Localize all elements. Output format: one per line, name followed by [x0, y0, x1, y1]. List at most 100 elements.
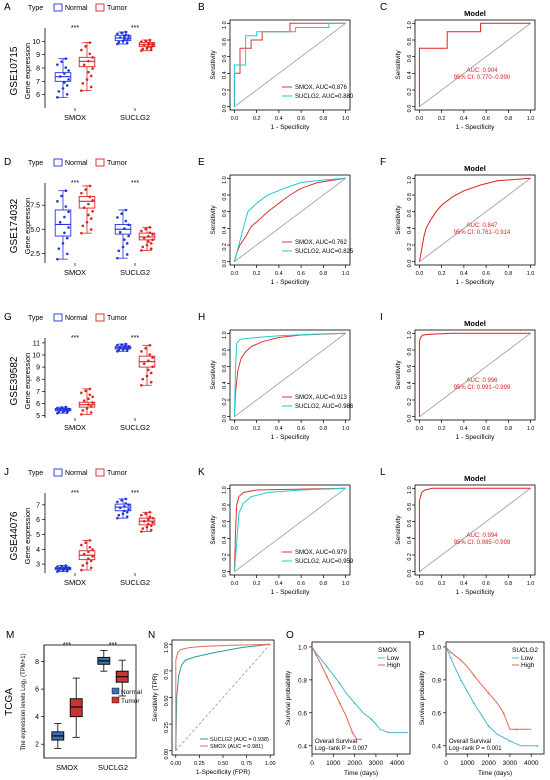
y-tick-label: 7 — [36, 502, 40, 509]
x-tick-label: 0.75 — [241, 761, 252, 767]
jitter-point — [91, 548, 94, 551]
x-tick-label: 0.6 — [482, 271, 490, 277]
x-axis-label: 1 - Specificity — [456, 434, 495, 441]
jitter-point — [82, 206, 86, 209]
panel-frame — [229, 19, 351, 111]
jitter-point — [148, 343, 152, 347]
y-tick-label: 0.25 — [164, 722, 170, 733]
legend-title: SMOX — [378, 647, 398, 654]
jitter-point — [81, 564, 85, 567]
roc-panel-L: 0.00.0 0.2 0.2 0.4 0.4 0.6 0.6 0.8 0.8 1.0 1.0 1 - … — [395, 474, 536, 596]
jitter-point — [123, 347, 126, 350]
y-tick-label: 0.75 — [164, 669, 170, 680]
y-tick-label: 0.4 — [407, 71, 413, 79]
legend-label-tumor: Tumor — [107, 315, 128, 322]
km-panel-P: 0 1000 2000 3000 40000.40.60.81.0+++++++++++… — [419, 641, 545, 777]
jitter-point — [144, 39, 147, 43]
y-axis-label: Sensitivity — [210, 360, 217, 390]
panel-frame — [229, 174, 351, 266]
jitter-point — [87, 213, 90, 217]
legend-label: SUCLG2 (AUC = 0.938) — [210, 737, 269, 743]
legend-label: SUCLG2, AUC=0.959 — [295, 559, 354, 565]
dataset-label: GSE10715 — [9, 46, 20, 95]
jitter-point — [82, 63, 86, 67]
panel-frame — [414, 329, 536, 421]
legend-swatch-normal — [53, 313, 63, 322]
jitter-point — [82, 399, 86, 402]
jitter-point — [65, 411, 69, 414]
diagonal-reference — [234, 333, 346, 417]
jitter-point — [121, 245, 125, 249]
x-tick-label: 0.2 — [253, 581, 261, 587]
jitter-point — [144, 347, 147, 350]
y-axis-label: Gene expression — [23, 508, 32, 565]
legend-label: High — [387, 662, 401, 669]
legend-swatch-tumor — [95, 313, 105, 322]
jitter-point — [60, 60, 63, 63]
diagonal-reference — [234, 23, 346, 107]
y-tick-label: 0.2 — [222, 88, 228, 96]
x-tick-label: 0.4 — [275, 271, 283, 277]
jitter-point — [116, 256, 119, 260]
legend-label: SUCLG2, AUC=0.880 — [295, 94, 354, 100]
legend-label: SMOX, AUC=0.876 — [295, 85, 348, 91]
x-tick-label: 1.0 — [342, 116, 350, 122]
x-axis-label: 1-Specificity (FPR) — [196, 769, 250, 776]
box-tumor — [78, 56, 96, 68]
jitter-point — [81, 81, 85, 85]
x-tick-label: 0.00 — [170, 761, 181, 767]
x-tick-label: 0.4 — [460, 271, 468, 277]
jitter-point — [116, 216, 119, 219]
jitter-point — [144, 227, 147, 231]
jitter-point — [123, 38, 126, 41]
jitter-point — [148, 353, 152, 356]
y-tick-label: 0.4 — [298, 743, 307, 750]
legend-swatch-tumor — [95, 3, 105, 12]
jitter-point — [80, 568, 83, 572]
x-tick-label: 0.50 — [218, 761, 229, 767]
x-tick-label: 0.6 — [297, 271, 305, 277]
y-tick-label: 0.8 — [298, 677, 307, 684]
jitter-point — [91, 67, 94, 70]
censor-mark: + — [508, 739, 511, 745]
jitter-point — [63, 215, 66, 219]
dataset-label: TCGA — [4, 688, 15, 716]
y-axis-label: Gene expression — [23, 353, 32, 410]
jitter-point — [91, 395, 94, 399]
jitter-point — [63, 409, 66, 413]
jitter-point — [147, 45, 150, 48]
jitter-point — [148, 38, 152, 42]
x-axis-label: Time (days) — [344, 770, 378, 777]
jitter-point — [85, 561, 89, 565]
jitter-point — [87, 59, 90, 63]
jitter-point — [120, 31, 123, 35]
legend-label-normal: Normal — [65, 315, 88, 322]
x-tick-label: 4000 — [390, 760, 405, 767]
y-tick-label: 0.8 — [407, 193, 413, 201]
x-tick-label: 0.8 — [505, 426, 513, 432]
y-tick-label: 8 — [35, 659, 39, 666]
curve-model — [418, 487, 531, 572]
legend-label: Tumor — [121, 698, 140, 705]
jitter-point — [127, 507, 130, 511]
box-legend: Type Normal Tumor — [28, 3, 128, 12]
box-panel-A: 6 7 8 9 10 SMOX *** SUCLG2 *** — [32, 25, 156, 122]
y-tick-label: 1.0 — [222, 21, 228, 29]
jitter-point — [124, 33, 128, 37]
curve-high — [311, 646, 361, 740]
panel-frame — [311, 641, 411, 755]
jitter-point — [88, 52, 92, 56]
y-tick-label: 2.5 — [30, 251, 40, 258]
x-tick-label: 0.8 — [505, 581, 513, 587]
legend-label: SMOX, AUC=0.979 — [295, 550, 348, 556]
ci-annotation: 95% CI: 0.761−0.914 — [454, 230, 511, 236]
y-tick-label: 0.2 — [222, 398, 228, 406]
x-category-label: SMOX — [64, 578, 86, 587]
jitter-point — [148, 41, 152, 44]
curve-low — [311, 646, 408, 734]
legend-label-normal: Normal — [65, 160, 88, 167]
auc-annotation: AUC: 0.994 — [466, 533, 498, 539]
x-tick-label: 0.2 — [253, 271, 261, 277]
jitter-point — [63, 72, 66, 75]
y-tick-label: 0.8 — [222, 348, 228, 356]
